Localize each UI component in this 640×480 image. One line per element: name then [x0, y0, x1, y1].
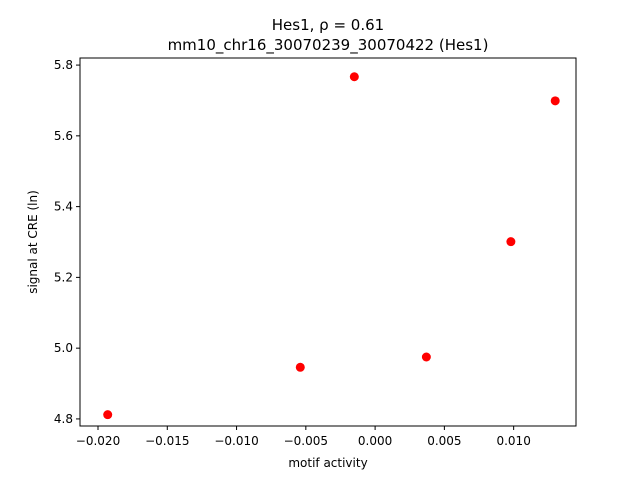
data-point-1	[103, 410, 113, 420]
y-tick-label: 5.8	[54, 58, 73, 72]
chart-title-line2: mm10_chr16_30070239_30070422 (Hes1)	[168, 36, 489, 55]
y-tick-label: 5.2	[54, 270, 73, 284]
data-point-6	[550, 96, 560, 106]
x-tick-label: 0.000	[358, 434, 392, 448]
x-tick-label: −0.020	[76, 434, 120, 448]
data-point-2	[295, 362, 305, 372]
x-tick-label: −0.005	[284, 434, 328, 448]
data-point-3	[349, 72, 359, 82]
chart-title-line1: Hes1, ρ = 0.61	[272, 16, 384, 34]
x-tick-label: −0.015	[145, 434, 189, 448]
y-tick-label: 4.8	[54, 412, 73, 426]
y-tick-label: 5.0	[54, 341, 73, 355]
x-axis-label: motif activity	[288, 456, 367, 470]
data-point-5	[506, 237, 516, 247]
y-tick-label: 5.4	[54, 200, 73, 214]
x-tick-label: −0.010	[214, 434, 258, 448]
data-point-4	[421, 352, 431, 362]
y-axis-label: signal at CRE (ln)	[26, 190, 40, 294]
axes-frame	[79, 57, 577, 427]
plot-area: −0.020 −0.015 −0.010 −0.005 0.000 0.005 0.010 4…	[54, 58, 560, 448]
y-tick-label: 5.6	[54, 129, 73, 143]
x-tick-label: 0.010	[496, 434, 530, 448]
x-tick-label: 0.005	[427, 434, 461, 448]
